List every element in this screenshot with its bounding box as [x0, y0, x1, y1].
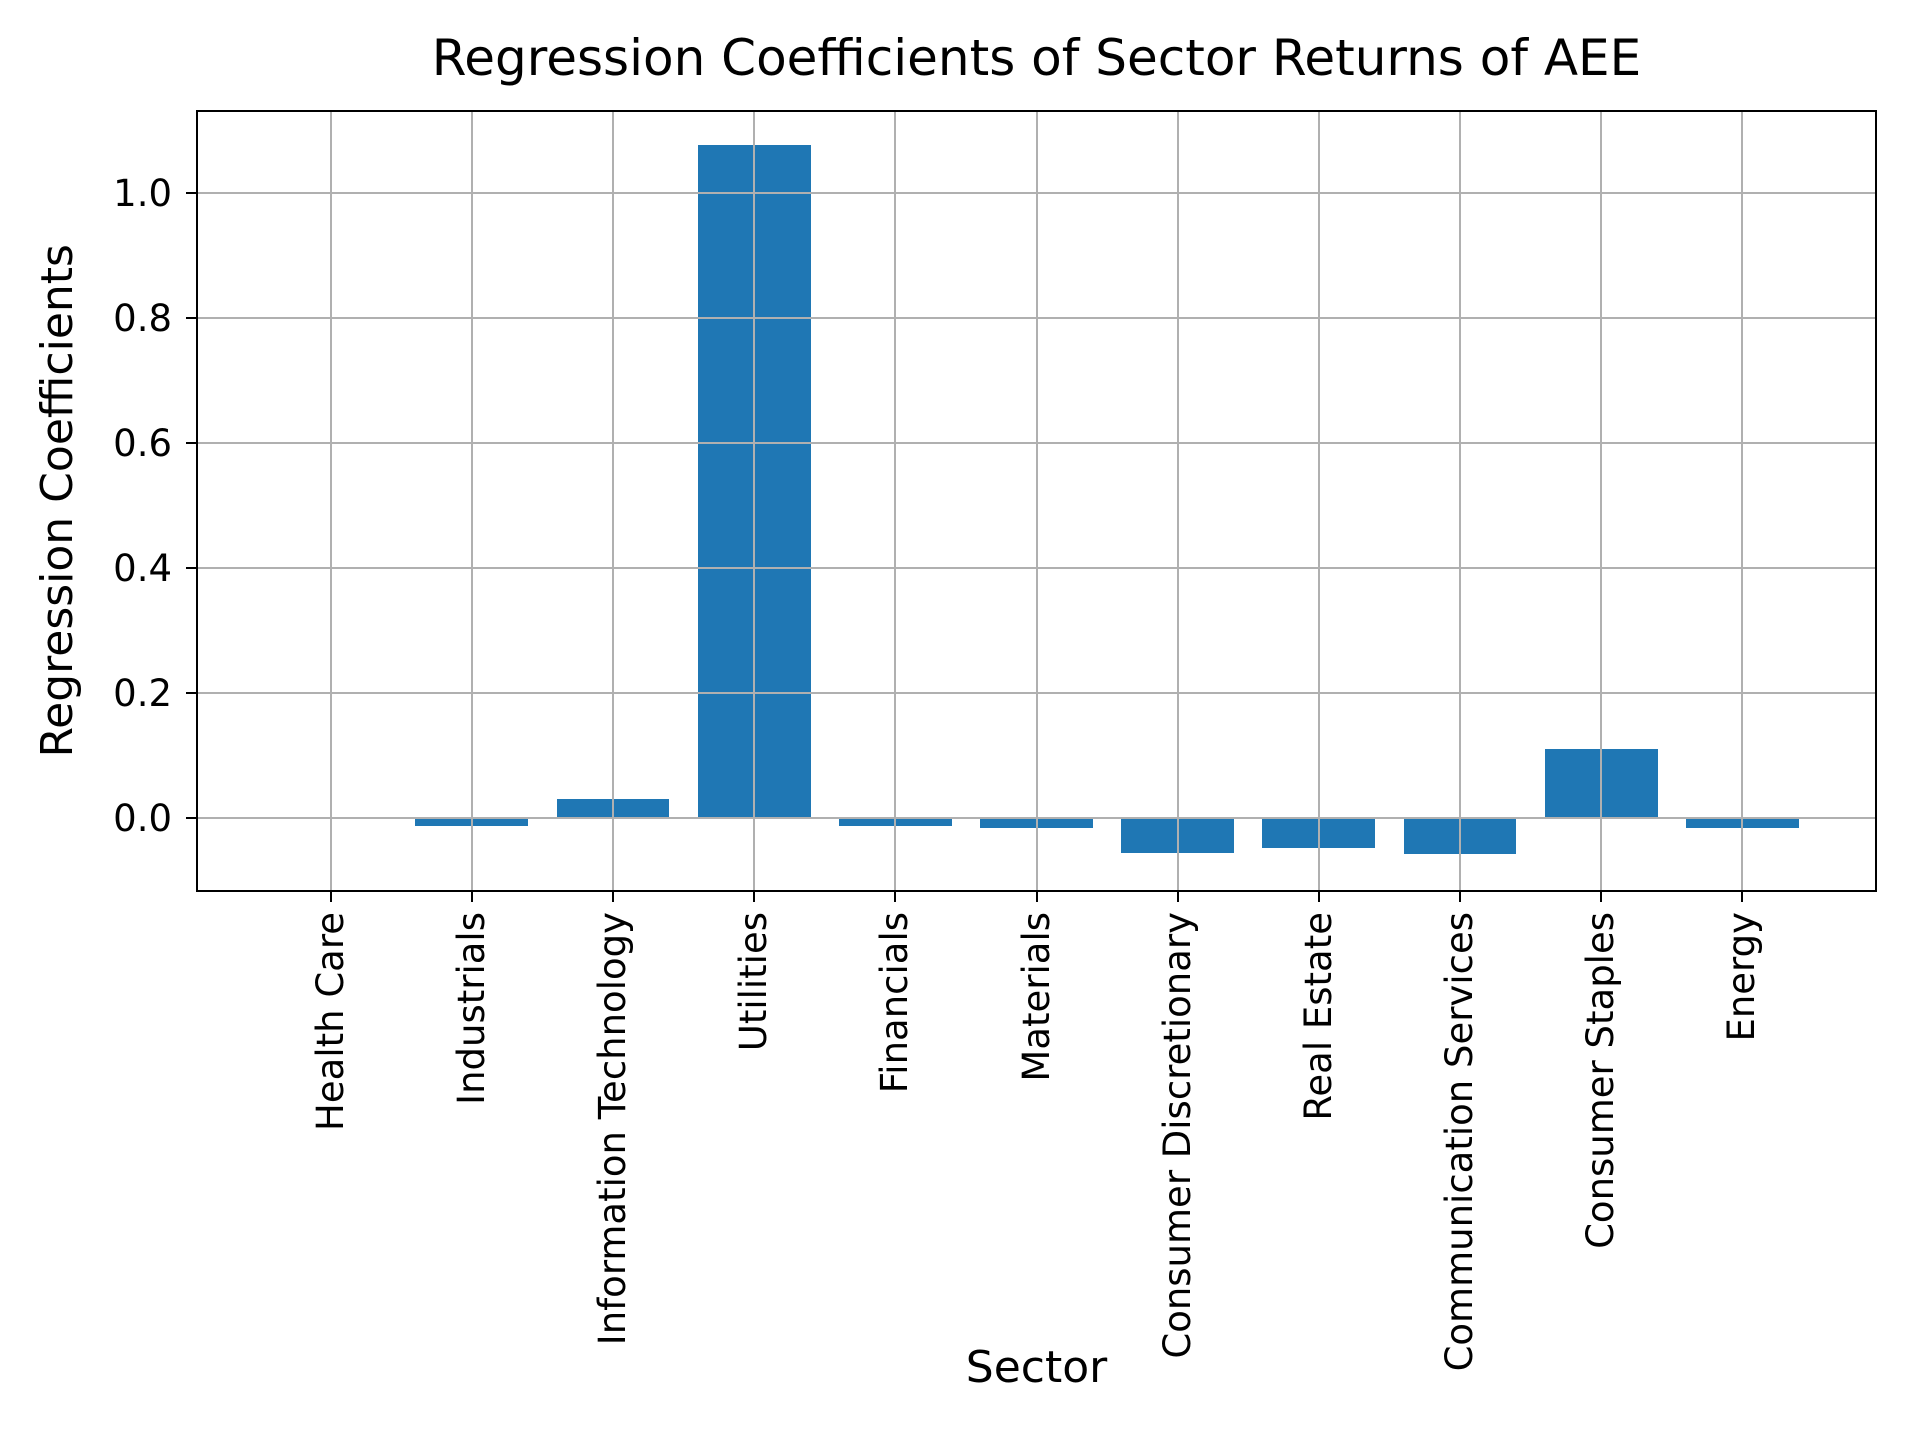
chart-title: Regression Coefficients of Sector Return…	[431, 29, 1642, 87]
y-tick-label-1.0: 1.0	[113, 171, 172, 215]
x-tick-mark	[753, 890, 756, 902]
h-gridline-0.2	[198, 692, 1875, 695]
v-gridline-utilities	[753, 112, 756, 890]
x-tick-label-consumer-discretionary: Consumer Discretionary	[1156, 912, 1200, 1363]
h-gridline-0.4	[198, 567, 1875, 570]
x-tick-label-materials: Materials	[1015, 912, 1059, 1086]
x-tick-label-information-technology: Information Technology	[591, 912, 635, 1349]
y-tick-label-0.0: 0.0	[113, 796, 172, 840]
x-tick-mark	[894, 890, 897, 902]
x-tick-label-text: Financials	[873, 912, 917, 1094]
y-tick-mark	[186, 692, 198, 695]
y-tick-mark	[186, 317, 198, 320]
x-tick-mark	[1458, 890, 1461, 902]
x-tick-label-energy: Energy	[1720, 912, 1764, 1046]
x-tick-mark	[329, 890, 332, 902]
x-tick-label-text: Communication Services	[1437, 912, 1481, 1372]
y-tick-label-0.8: 0.8	[113, 296, 172, 340]
x-tick-label-text: Health Care	[308, 912, 352, 1131]
v-gridline-communication-services	[1458, 112, 1461, 890]
v-gridline-consumer-staples	[1600, 112, 1603, 890]
x-tick-label-financials: Financials	[873, 912, 917, 1097]
y-tick-mark	[186, 567, 198, 570]
v-gridline-industrials	[470, 112, 473, 890]
x-tick-mark	[1741, 890, 1744, 902]
v-gridline-real-estate	[1317, 112, 1320, 890]
y-axis-label: Regression Coefficients	[30, 112, 86, 890]
h-gridline-0.0	[198, 817, 1875, 820]
x-tick-mark	[470, 890, 473, 902]
x-tick-label-consumer-staples: Consumer Staples	[1579, 912, 1623, 1253]
v-gridline-health-care	[329, 112, 332, 890]
h-gridline-1.0	[198, 192, 1875, 195]
x-tick-label-utilities: Utilities	[732, 912, 776, 1055]
x-tick-mark	[1600, 890, 1603, 902]
x-tick-label-text: Materials	[1014, 912, 1058, 1082]
v-gridline-energy	[1741, 112, 1744, 890]
h-gridline-0.8	[198, 317, 1875, 320]
y-tick-mark	[186, 442, 198, 445]
x-tick-mark	[612, 890, 614, 902]
h-gridline-0.6	[198, 442, 1875, 445]
x-tick-label-communication-services: Communication Services	[1438, 912, 1482, 1375]
v-gridline-information-technology	[612, 112, 614, 890]
x-tick-label-text: Utilities	[732, 912, 776, 1052]
x-tick-label-text: Information Technology	[591, 912, 634, 1346]
x-tick-label-health-care: Health Care	[309, 912, 353, 1135]
y-tick-mark	[186, 817, 198, 820]
y-tick-mark	[186, 192, 198, 195]
x-tick-mark	[1176, 890, 1179, 902]
plot-area	[196, 110, 1877, 892]
x-tick-label-text: Industrials	[449, 912, 493, 1105]
v-gridline-materials	[1035, 112, 1038, 890]
y-tick-label-0.4: 0.4	[113, 546, 172, 590]
x-tick-label-text: Energy	[1720, 912, 1764, 1042]
y-tick-label-0.2: 0.2	[113, 671, 172, 715]
y-tick-label-0.6: 0.6	[113, 421, 172, 465]
v-gridline-consumer-discretionary	[1176, 112, 1179, 890]
v-gridline-financials	[894, 112, 897, 890]
x-tick-label-real-estate: Real Estate	[1297, 912, 1341, 1125]
x-axis-label: Sector	[965, 1342, 1108, 1393]
x-tick-label-text: Real Estate	[1296, 912, 1340, 1121]
x-tick-label-text: Consumer Discretionary	[1155, 912, 1199, 1359]
x-tick-label-industrials: Industrials	[450, 912, 494, 1109]
x-tick-mark	[1317, 890, 1320, 902]
x-tick-mark	[1035, 890, 1038, 902]
x-tick-label-text: Consumer Staples	[1579, 912, 1623, 1249]
